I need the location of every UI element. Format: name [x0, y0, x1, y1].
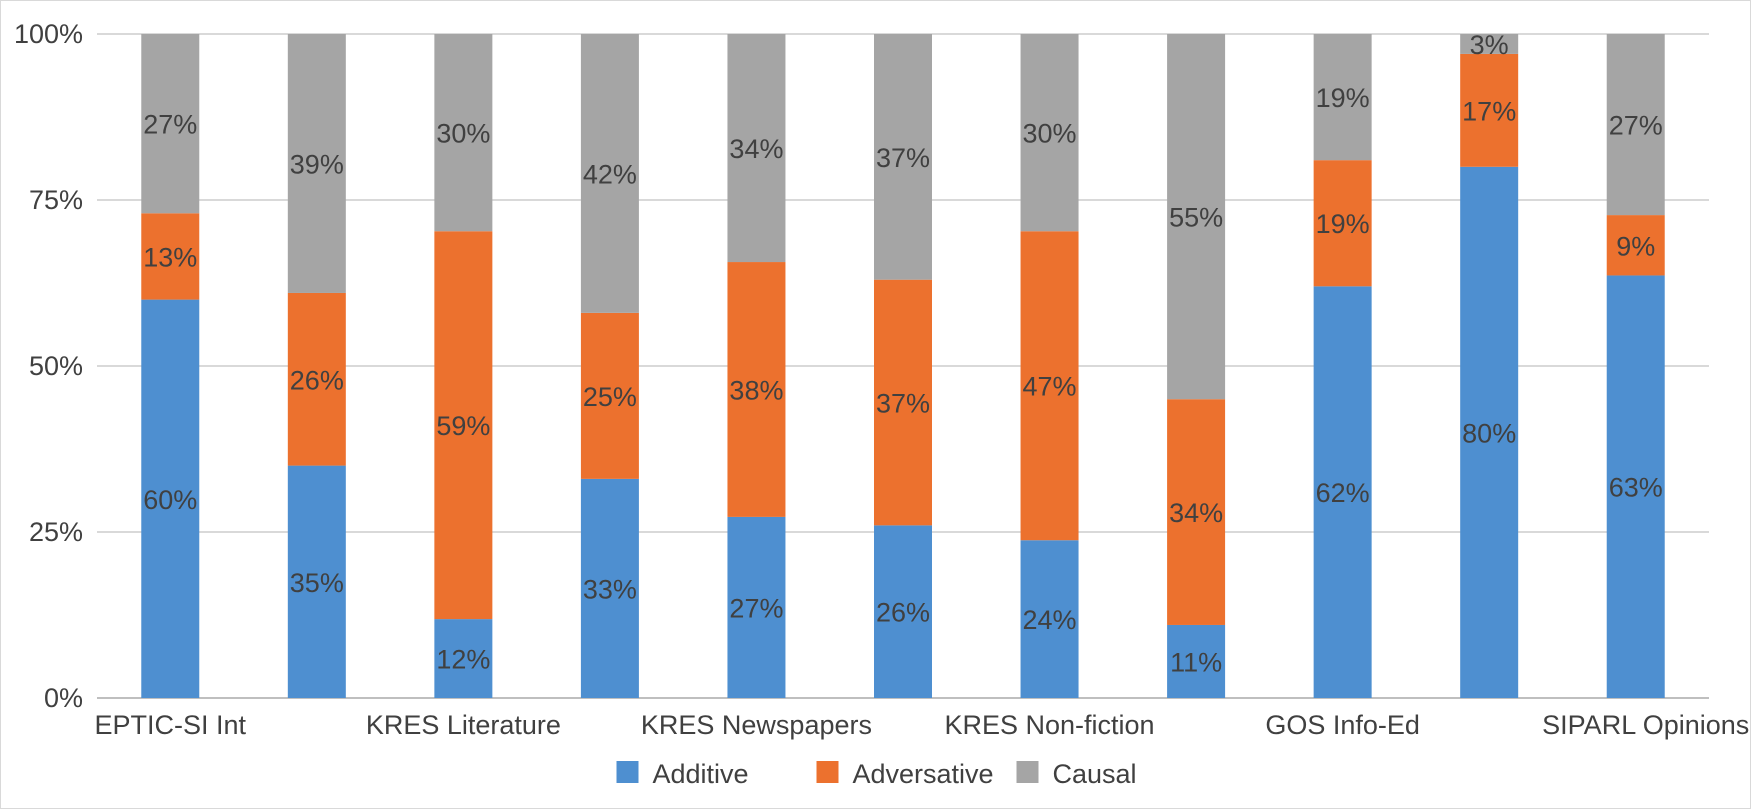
data-label-additive-5: 26%	[876, 598, 930, 628]
bar-adversative-5	[874, 279, 932, 526]
y-tick-label: 50%	[29, 351, 83, 381]
data-label-additive-2: 12%	[436, 645, 490, 675]
y-tick-label: 75%	[29, 185, 83, 215]
legend-swatch-additive	[616, 761, 639, 783]
legend-swatch-adversative	[816, 761, 839, 783]
bar-causal-4	[727, 34, 786, 263]
bar-additive-0	[141, 299, 200, 698]
data-label-additive-4: 27%	[729, 593, 783, 623]
data-label-causal-10: 27%	[1609, 111, 1663, 141]
data-label-additive-6: 24%	[1023, 605, 1077, 635]
data-label-adversative-10: 9%	[1616, 231, 1655, 261]
bar-additive-6	[1020, 540, 1079, 698]
x-tick-label: SIPARL Opinions	[1542, 710, 1749, 740]
bar-additive-2	[434, 619, 493, 698]
bar-additive-10	[1606, 275, 1665, 698]
y-tick-label: 100%	[14, 19, 83, 49]
y-tick-label: 0%	[44, 683, 83, 713]
bar-additive-3	[580, 478, 639, 698]
bar-causal-7	[1167, 34, 1226, 400]
data-label-causal-5: 37%	[876, 143, 930, 173]
data-label-additive-3: 33%	[583, 574, 637, 604]
bar-adversative-10	[1606, 215, 1665, 276]
data-label-causal-6: 30%	[1023, 119, 1077, 149]
bar-adversative-8	[1313, 160, 1372, 287]
bar-causal-2	[434, 34, 493, 232]
data-label-adversative-5: 37%	[876, 389, 930, 419]
bar-adversative-0	[141, 213, 200, 300]
legend: Additive Adversative Causal	[616, 759, 1137, 789]
x-tick-label: KRES Newspapers	[641, 710, 872, 740]
bar-additive-5	[874, 525, 932, 698]
data-label-causal-9: 3%	[1470, 30, 1509, 60]
data-label-adversative-1: 26%	[290, 365, 344, 395]
legend-label-additive: Additive	[653, 759, 749, 789]
data-label-additive-10: 63%	[1609, 473, 1663, 503]
axes: 0% 25% 50% 75% 100% EPTIC-SI Int KRES Literatu…	[14, 19, 1749, 740]
data-label-additive-1: 35%	[290, 568, 344, 598]
bar-additive-8	[1313, 286, 1372, 698]
data-label-causal-4: 34%	[729, 134, 783, 164]
data-label-causal-7: 55%	[1169, 203, 1223, 233]
bar-adversative-9	[1460, 53, 1519, 167]
data-label-adversative-2: 59%	[436, 411, 490, 441]
bar-additive-4	[727, 516, 786, 698]
x-tick-label: EPTIC-SI Int	[94, 710, 246, 740]
data-labels: 60% 13% 27% 35% 26% 39% 12% 59% 30% 33% 25% 42% 27% 3…	[143, 30, 1663, 678]
data-label-additive-7: 11%	[1170, 647, 1222, 677]
bars	[141, 34, 1665, 699]
bar-causal-5	[874, 34, 932, 280]
bar-adversative-4	[727, 262, 786, 517]
bar-causal-1	[287, 34, 346, 293]
data-label-adversative-0: 13%	[143, 242, 197, 272]
legend-label-adversative: Adversative	[853, 759, 994, 789]
data-label-causal-1: 39%	[290, 149, 344, 179]
data-label-adversative-8: 19%	[1316, 209, 1370, 239]
data-label-adversative-9: 17%	[1462, 96, 1516, 126]
x-tick-label: KRES Non-fiction	[944, 710, 1154, 740]
y-tick-label: 25%	[29, 517, 83, 547]
legend-swatch-causal	[1016, 761, 1039, 783]
bar-additive-9	[1460, 166, 1519, 699]
data-label-adversative-7: 34%	[1169, 498, 1223, 528]
bar-causal-0	[141, 34, 200, 214]
bar-additive-1	[287, 465, 346, 698]
data-label-additive-0: 60%	[143, 485, 197, 515]
data-label-adversative-3: 25%	[583, 382, 637, 412]
data-label-adversative-6: 47%	[1023, 372, 1077, 402]
bar-causal-6	[1020, 34, 1079, 232]
bar-causal-8	[1313, 34, 1372, 161]
x-tick-label: GOS Info-Ed	[1265, 710, 1420, 740]
x-tick-label: KRES Literature	[366, 710, 561, 740]
bar-causal-9	[1460, 34, 1519, 54]
data-label-causal-8: 19%	[1316, 83, 1370, 113]
data-label-additive-8: 62%	[1316, 478, 1370, 508]
data-label-adversative-4: 38%	[729, 375, 783, 405]
legend-label-causal: Causal	[1053, 759, 1137, 789]
bar-adversative-1	[287, 292, 346, 466]
bar-adversative-6	[1020, 231, 1079, 541]
bar-causal-3	[580, 34, 639, 313]
bar-adversative-3	[580, 312, 639, 479]
data-label-causal-3: 42%	[583, 159, 637, 189]
bar-adversative-7	[1167, 399, 1226, 625]
data-label-causal-2: 30%	[436, 119, 490, 149]
bar-adversative-2	[434, 231, 493, 620]
data-label-additive-9: 80%	[1462, 418, 1516, 448]
data-label-causal-0: 27%	[143, 110, 197, 140]
bar-causal-10	[1606, 34, 1665, 216]
bar-additive-7	[1167, 624, 1226, 698]
